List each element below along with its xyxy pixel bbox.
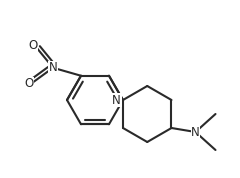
Text: N: N — [112, 93, 121, 106]
Text: N: N — [49, 61, 57, 74]
Text: N: N — [191, 125, 200, 138]
Text: O: O — [24, 77, 34, 90]
Text: O: O — [28, 39, 38, 52]
